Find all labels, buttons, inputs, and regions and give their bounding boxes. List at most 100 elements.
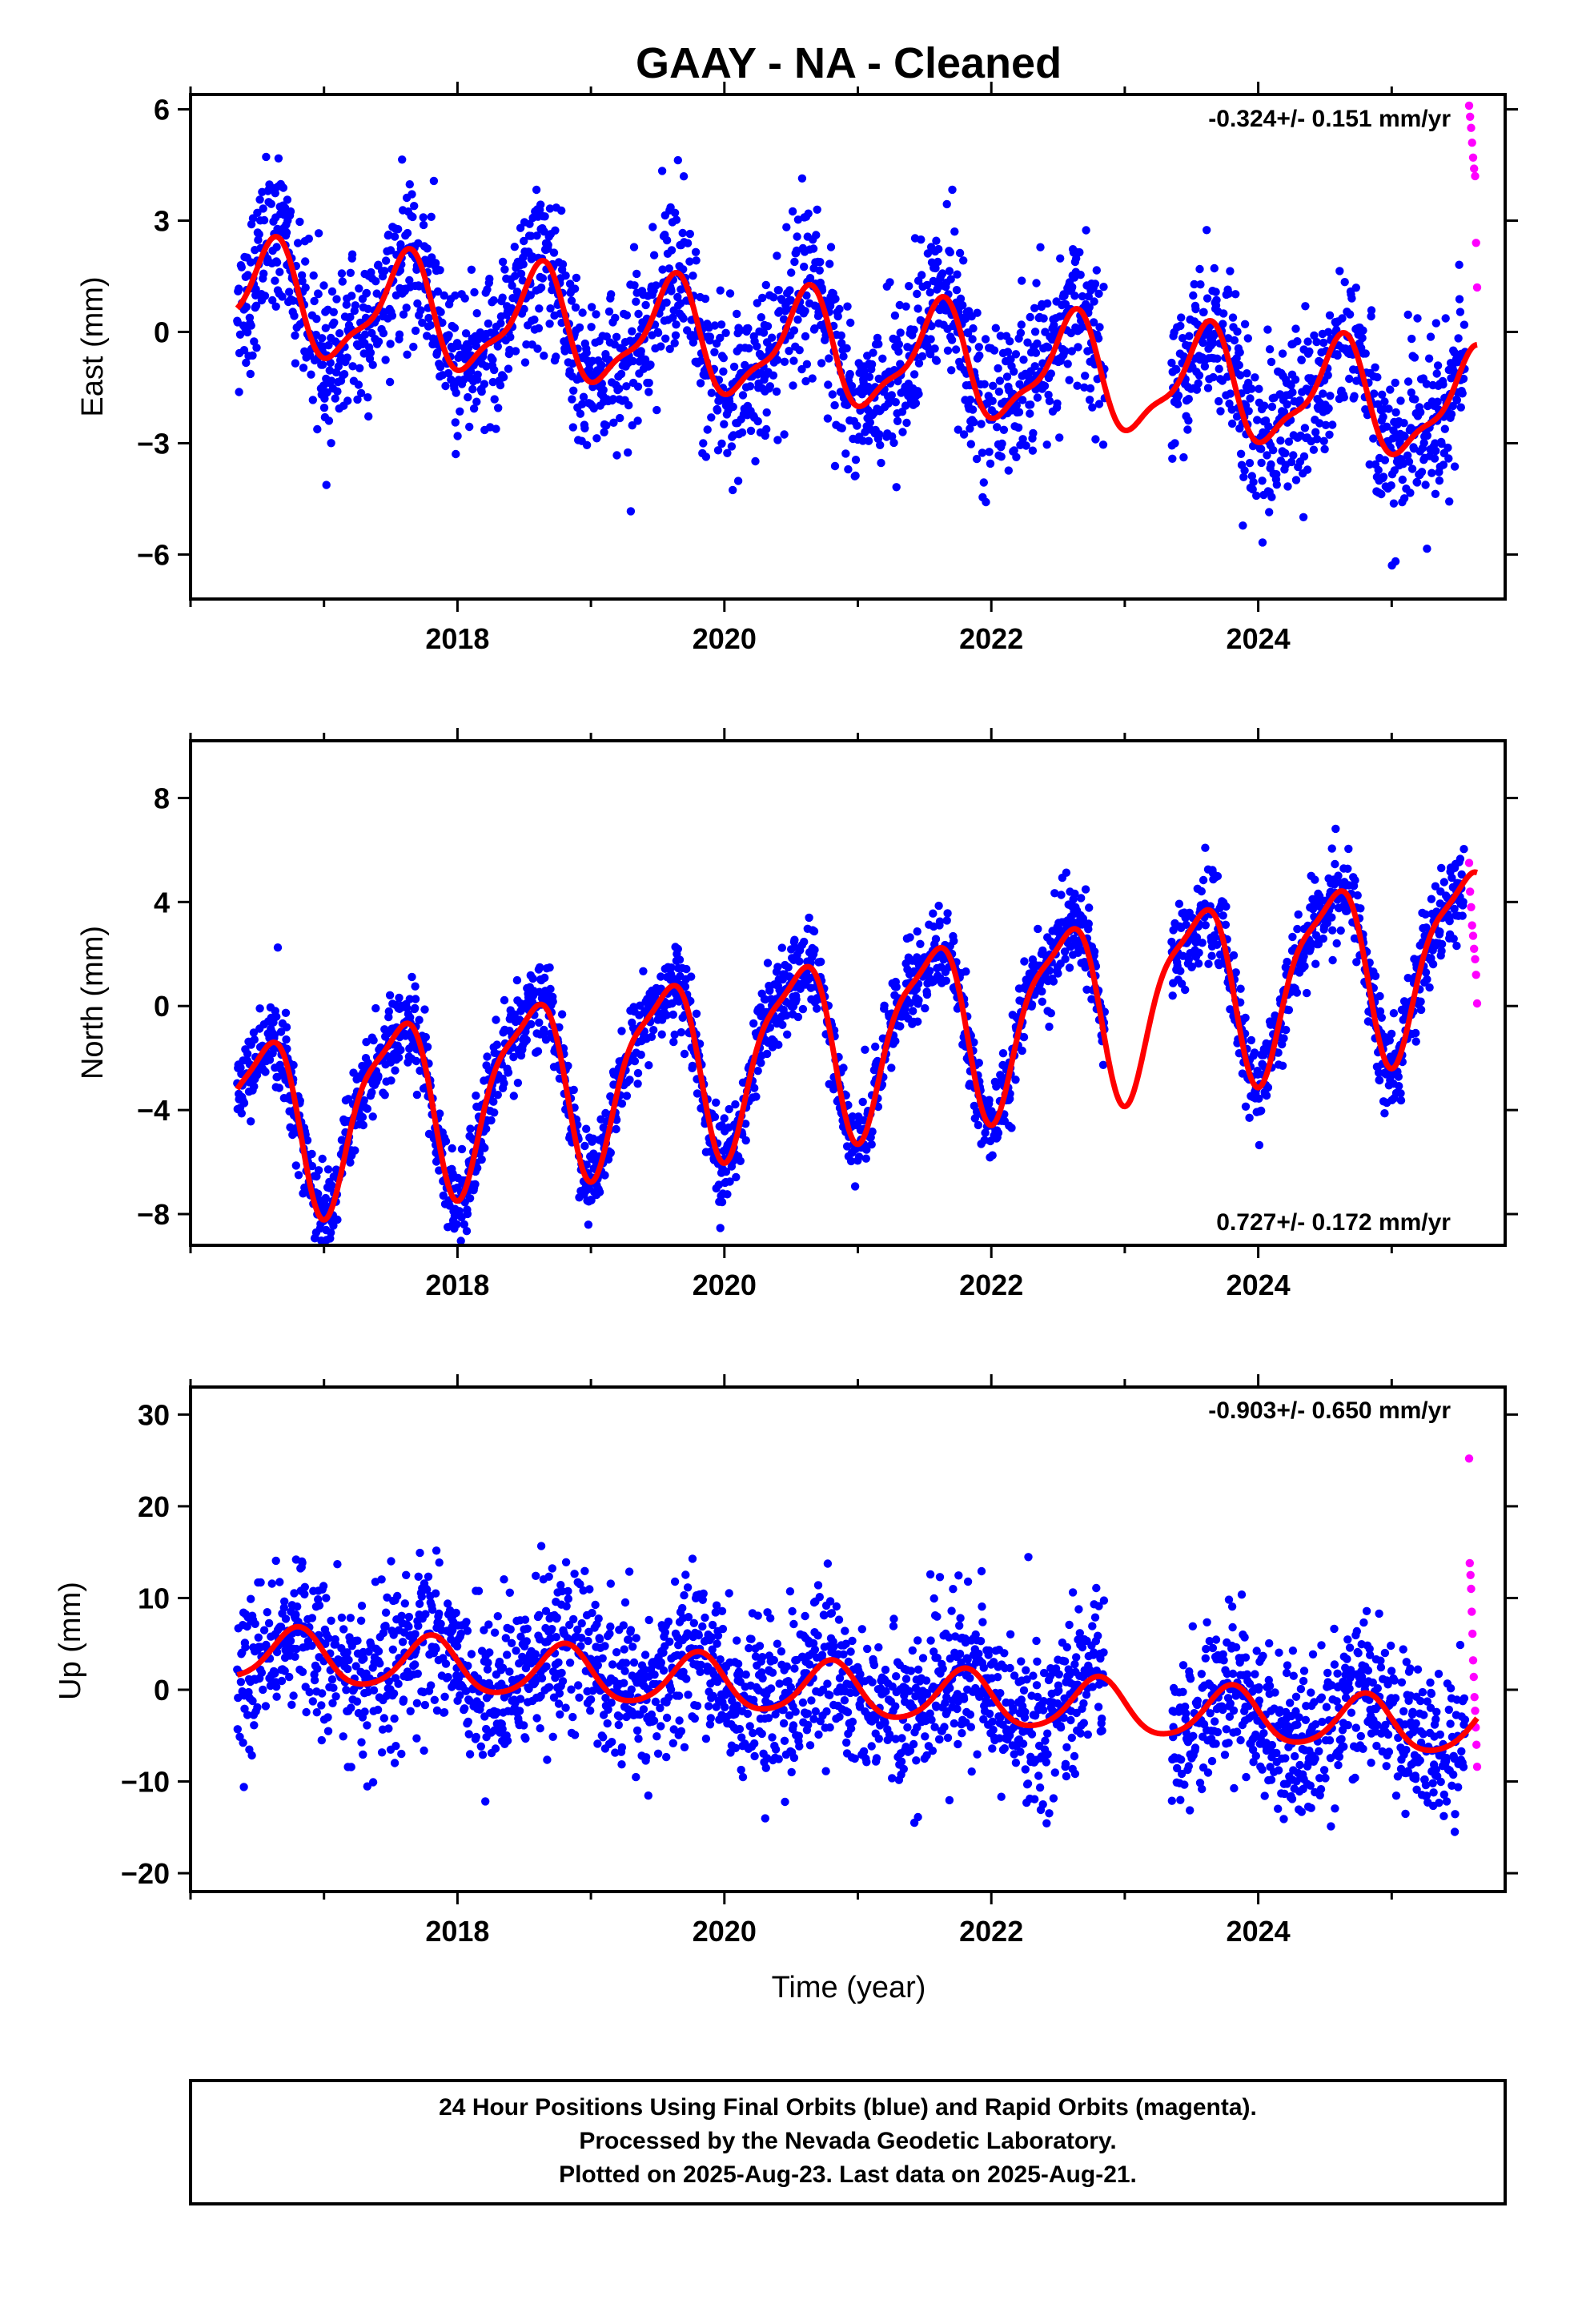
final-orbit-point [492,1040,501,1049]
final-orbit-point [1274,1048,1283,1057]
final-orbit-point [1042,440,1051,449]
final-orbit-point [926,967,934,975]
final-orbit-point [1421,968,1431,977]
final-orbit-point [810,945,819,955]
final-orbit-point [860,368,869,376]
final-orbit-point [934,901,943,911]
final-orbit-point [901,401,910,410]
final-orbit-point [607,290,616,299]
final-orbit-point [477,1155,486,1164]
final-orbit-point [465,1194,475,1203]
final-orbit-point [496,380,505,390]
final-orbit-point [327,287,337,296]
final-orbit-point [457,1144,467,1154]
final-orbit-point [1210,263,1219,273]
final-orbit-point [268,1049,277,1058]
final-orbit-point [629,243,639,251]
final-orbit-point [986,459,995,468]
final-orbit-point [1373,372,1382,382]
final-orbit-point [551,226,560,235]
final-orbit-point [757,313,765,322]
final-orbit-point [252,344,261,352]
final-orbit-point [853,421,861,430]
final-orbit-point [705,332,715,341]
final-orbit-point [1187,962,1197,971]
final-orbit-point [1260,401,1269,410]
final-orbit-point [1006,355,1015,364]
final-orbit-point [1030,362,1039,371]
final-orbit-point [797,364,806,374]
final-orbit-point [1299,452,1309,461]
final-orbit-point [259,1626,269,1634]
final-orbit-point [483,1052,492,1061]
final-orbit-point [444,368,453,378]
final-orbit-point [1245,459,1255,468]
final-orbit-point [281,1008,291,1018]
final-orbit-point [1407,388,1416,397]
final-orbit-point [1460,845,1468,854]
final-orbit-point [793,1012,803,1022]
final-orbit-point [1070,292,1079,300]
final-orbit-point [757,1059,765,1068]
final-orbit-point [1340,278,1349,287]
final-orbit-point [1181,985,1190,995]
final-orbit-point [876,440,885,449]
final-orbit-point [584,1220,593,1229]
final-orbit-point [1194,379,1203,388]
final-orbit-point [530,316,539,324]
final-orbit-point [1284,437,1294,446]
final-orbit-point [1303,465,1312,474]
final-orbit-point [243,328,252,337]
final-orbit-point [500,1079,508,1088]
final-orbit-point [826,243,836,251]
final-orbit-point [321,1193,330,1203]
final-orbit-point [1090,279,1100,288]
final-orbit-point [453,432,462,440]
final-orbit-point [558,259,568,269]
final-orbit-point [1452,941,1461,951]
north-axis-label: North (mm) [76,926,110,1080]
final-orbit-point [782,223,791,231]
final-orbit-point [505,345,514,355]
final-orbit-point [293,1627,303,1637]
final-orbit-point [439,1191,448,1200]
final-orbit-point [1060,292,1069,300]
final-orbit-point [1380,1109,1389,1118]
final-orbit-point [810,324,819,333]
final-orbit-point [387,1076,396,1085]
final-orbit-point [981,1128,990,1137]
seasonal-fit-curve [235,869,1478,1223]
final-orbit-point [456,407,464,416]
final-orbit-point [762,424,771,434]
final-orbit-point [1445,917,1454,926]
final-orbit-point [916,939,925,949]
final-orbit-point [710,348,719,356]
final-orbit-point [1427,895,1436,903]
final-orbit-point [1073,381,1082,390]
final-orbit-point [274,154,283,163]
final-orbit-point [813,1004,821,1013]
final-orbit-point [692,256,701,265]
final-orbit-point [753,342,761,351]
final-orbit-point [699,439,708,448]
final-orbit-point [762,1049,772,1059]
final-orbit-point [891,398,901,407]
final-orbit-point [1287,457,1296,467]
final-orbit-point [319,281,328,290]
final-orbit-point [493,1091,502,1100]
final-orbit-point [532,185,541,195]
final-orbit-point [966,396,975,404]
final-orbit-point [878,354,887,363]
final-orbit-point [1045,1022,1054,1031]
final-orbit-point [536,200,545,209]
final-orbit-point [1199,875,1208,885]
final-orbit-point [773,251,781,260]
final-orbit-point [982,497,990,507]
rapid-orbit-point [1471,955,1480,964]
final-orbit-point [679,172,689,181]
final-orbit-point [1062,868,1071,877]
final-orbit-point [307,1149,316,1159]
final-orbit-point [626,507,636,516]
final-orbit-point [1439,878,1449,887]
final-orbit-point [622,382,631,391]
